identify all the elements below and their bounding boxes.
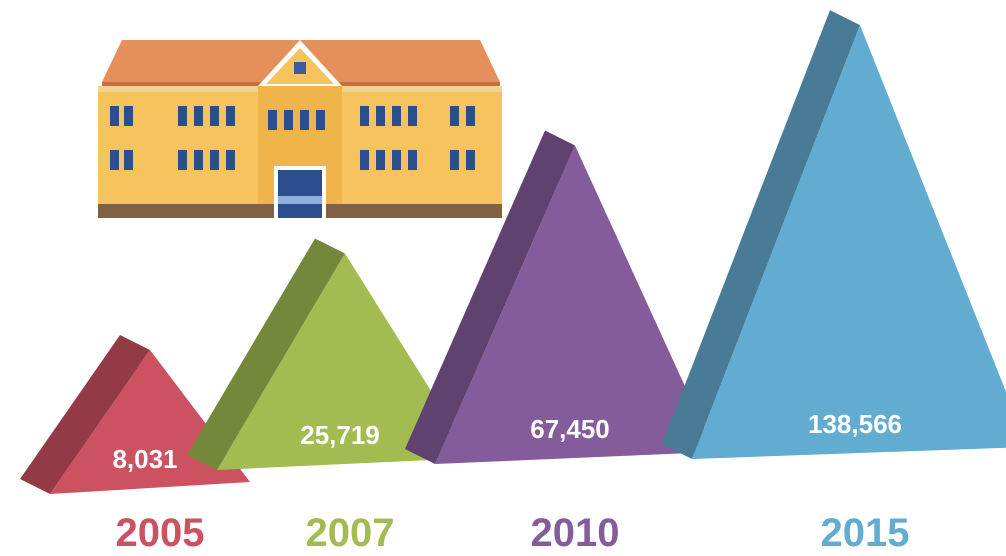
school-building [98,40,502,218]
value-label: 25,719 [300,420,380,450]
category-label: 2010 [531,511,620,555]
value-label: 67,450 [530,414,610,444]
value-label: 8,031 [112,444,177,474]
triangle [217,253,473,470]
category-label: 2005 [116,511,205,555]
value-label: 138,566 [808,409,902,439]
triangle-side [20,335,150,494]
triangle [435,145,715,464]
category-label: 2015 [821,511,910,555]
category-label: 2007 [306,511,395,555]
triangle-side [662,10,860,460]
triangle-side [405,130,575,464]
triangle-side [187,238,345,470]
triangle [692,25,1006,459]
